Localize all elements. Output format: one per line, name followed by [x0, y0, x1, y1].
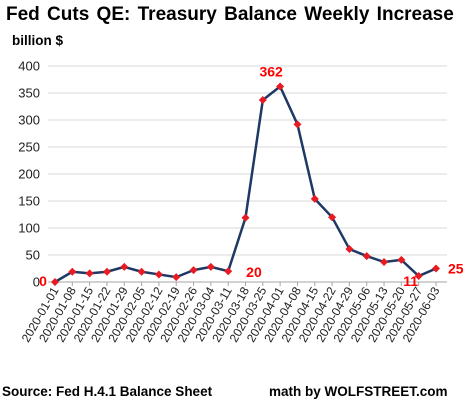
data-point: [380, 258, 389, 267]
y-axis-unit-label: billion $: [12, 33, 64, 48]
data-annotations: 0 20 362 11 25: [39, 64, 464, 290]
axes: [48, 281, 447, 286]
data-point: [293, 120, 302, 129]
data-point: [345, 245, 354, 254]
data-label: 0: [39, 273, 47, 289]
credit-note: math by WOLFSTREET.com: [269, 384, 448, 399]
y-tick-label: 50: [26, 248, 40, 263]
y-axis-tick-labels: 0 50 100 150 200 250 300 350 400: [18, 59, 40, 290]
data-point: [397, 255, 406, 264]
y-tick-label: 250: [18, 140, 40, 155]
data-label: 25: [448, 261, 464, 277]
data-point: [172, 273, 181, 282]
data-label: 362: [259, 64, 283, 80]
data-point: [189, 266, 198, 275]
source-note: Source: Fed H.4.1 Balance Sheet: [2, 384, 213, 399]
data-point: [414, 272, 423, 281]
data-point: [258, 96, 267, 105]
data-point: [85, 269, 94, 278]
y-tick-label: 350: [18, 86, 40, 101]
data-points: [51, 82, 440, 286]
data-point: [432, 264, 440, 273]
data-point: [120, 262, 129, 271]
gridlines: [48, 65, 447, 256]
y-tick-label: 0: [33, 275, 40, 290]
y-tick-label: 300: [18, 113, 40, 128]
y-tick-label: 100: [18, 221, 40, 236]
chart-title: Fed Cuts QE: Treasury Balance Weekly Inc…: [6, 4, 454, 25]
data-label: 11: [403, 273, 418, 289]
y-tick-label: 150: [18, 194, 40, 209]
series-polyline: [54, 85, 437, 284]
data-point: [241, 213, 250, 222]
x-axis-tick-labels: 2020-01-012020-01-082020-01-152020-01-22…: [19, 284, 443, 344]
y-tick-label: 200: [18, 167, 40, 182]
data-point: [154, 270, 163, 279]
data-point: [328, 213, 337, 222]
data-label: 20: [246, 264, 262, 280]
data-point: [68, 267, 77, 276]
data-point: [137, 267, 146, 276]
data-point: [276, 82, 285, 91]
data-point: [310, 194, 319, 203]
series-line: [54, 85, 437, 284]
data-point: [51, 278, 59, 286]
data-point: [224, 267, 233, 276]
data-point: [362, 252, 371, 261]
data-point: [206, 262, 215, 271]
y-tick-label: 400: [18, 59, 40, 74]
data-point: [102, 267, 111, 276]
